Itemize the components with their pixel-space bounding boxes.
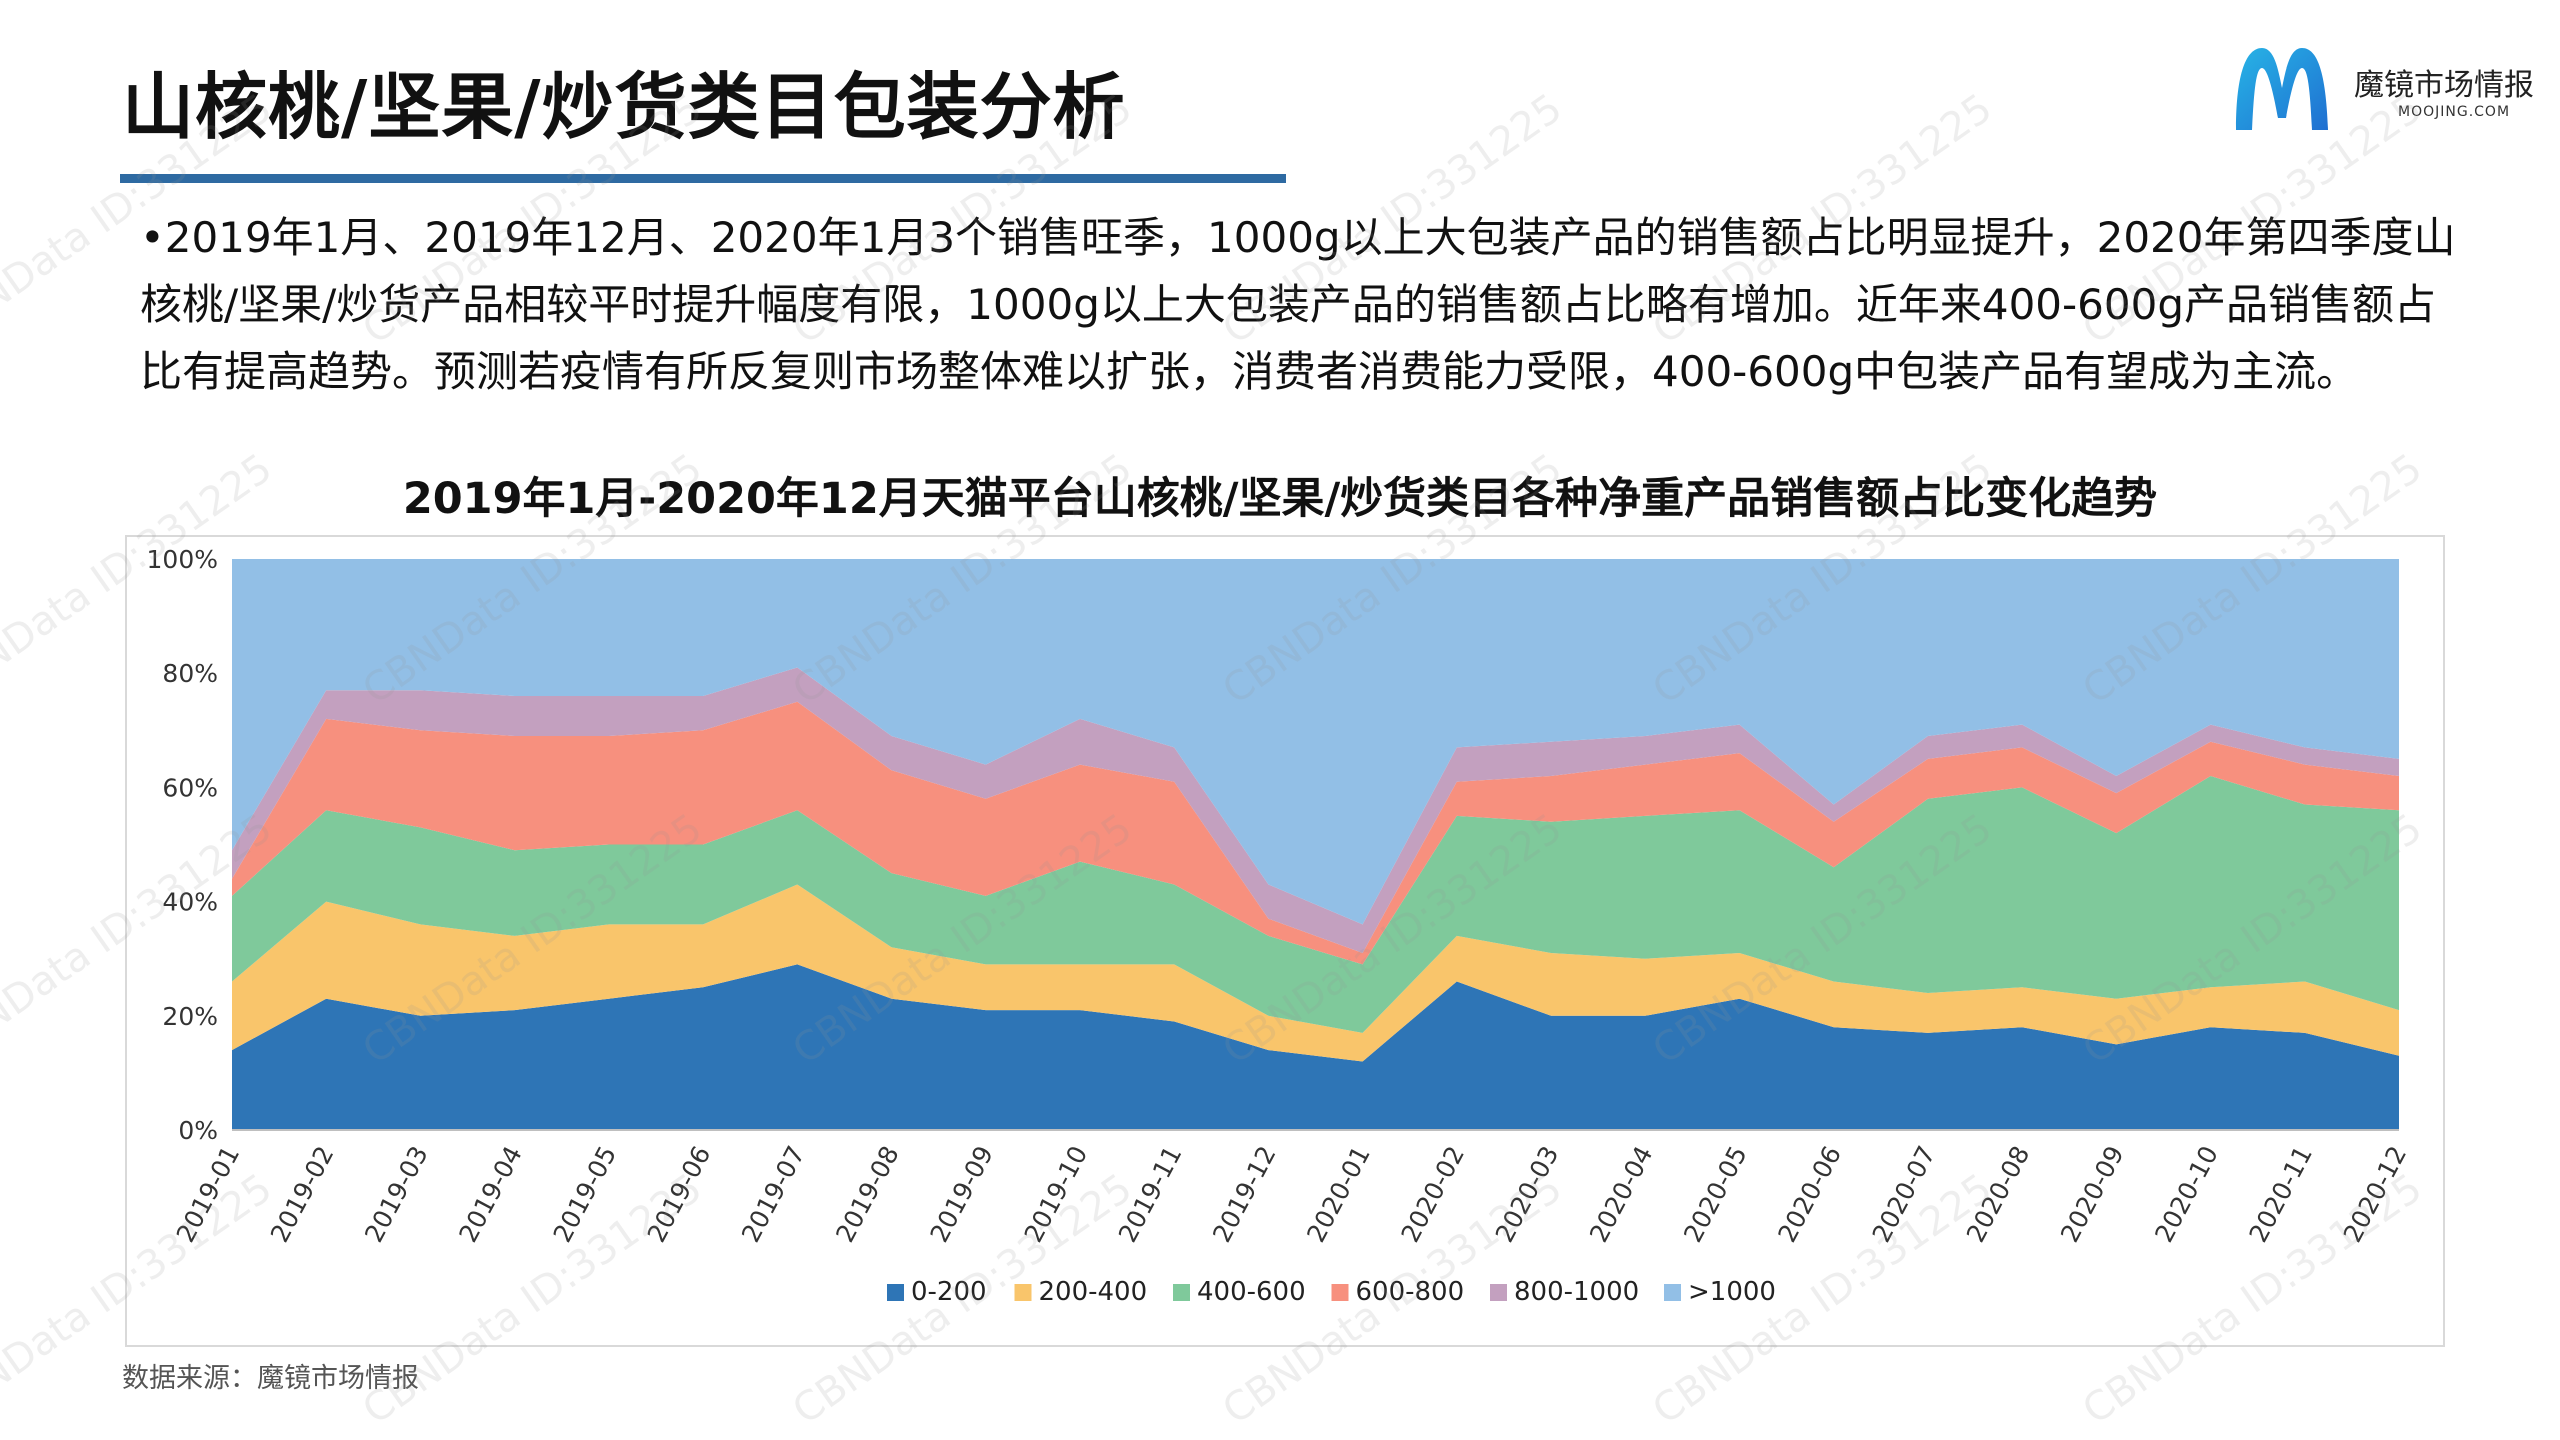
legend-label: 600-800 [1356, 1277, 1465, 1307]
data-source: 数据来源：魔镜市场情报 [122, 1363, 419, 1394]
y-tick-label: 80% [162, 659, 218, 688]
x-tick-label: 2020-05 [1678, 1141, 1753, 1247]
area-series-3 [232, 701, 2399, 965]
x-tick-label: 2020-12 [2338, 1141, 2413, 1247]
legend-swatch [1490, 1284, 1507, 1301]
legend-label: 400-600 [1197, 1277, 1306, 1307]
legend-swatch [1173, 1284, 1190, 1301]
area-series-5 [232, 559, 2399, 925]
legend-label: >1000 [1688, 1277, 1776, 1307]
x-tick-label: 2019-01 [171, 1141, 246, 1247]
area-series-0 [232, 964, 2399, 1130]
legend-label: 800-1000 [1514, 1277, 1639, 1307]
x-tick-label: 2019-05 [548, 1141, 623, 1247]
brand-name: 魔镜市场情报 [2354, 68, 2534, 103]
x-tick-label: 2020-01 [1301, 1141, 1376, 1247]
y-tick-label: 40% [162, 888, 218, 917]
x-tick-label: 2020-11 [2243, 1141, 2318, 1247]
x-tick-label: 2020-09 [2055, 1141, 2130, 1247]
brand-url: MOOJING.COM [2398, 104, 2511, 120]
chart-frame: 0% 20% 40% 60% 80% 100% 2019-01 2019-02 2019-03 2… [125, 535, 2445, 1347]
area-series-4 [232, 667, 2399, 953]
x-tick-label: 2020-03 [1490, 1141, 1565, 1247]
legend-swatch [887, 1284, 904, 1301]
legend-swatch [1331, 1284, 1349, 1301]
x-tick-label: 2020-08 [1961, 1141, 2036, 1247]
y-tick-label: 60% [162, 773, 218, 802]
x-tick-label: 2019-10 [1019, 1141, 1094, 1247]
x-tick-label: 2019-03 [359, 1141, 434, 1247]
title-underline [120, 174, 1286, 183]
legend-swatch [1664, 1284, 1681, 1301]
y-tick-label: 100% [147, 545, 218, 574]
x-tick-label: 2020-07 [1867, 1141, 1942, 1247]
x-tick-label: 2019-12 [1207, 1141, 1282, 1247]
page-title: 山核桃/坚果/炒货类目包装分析 [122, 65, 1126, 149]
chart-title: 2019年1月-2020年12月天猫平台山核桃/坚果/炒货类目各种净重产品销售额… [402, 474, 2158, 524]
x-tick-label: 2020-02 [1395, 1141, 1470, 1247]
stacked-area-chart: 0% 20% 40% 60% 80% 100% 2019-01 2019-02 2019-03 2… [147, 545, 2413, 1307]
x-tick-label: 2019-04 [453, 1141, 528, 1247]
area-series-2 [232, 776, 2399, 1033]
y-tick-label: 0% [178, 1116, 218, 1145]
summary-paragraph: •2019年1月、2019年12月、2020年1月3个销售旺季，1000g以上大… [140, 213, 2456, 396]
x-tick-label: 2019-07 [736, 1141, 811, 1247]
x-tick-label: 2019-02 [265, 1141, 340, 1247]
x-tick-label: 2020-06 [1772, 1141, 1847, 1247]
logo-m-icon [2236, 48, 2328, 130]
legend-label: 200-400 [1039, 1277, 1148, 1307]
brand-logo: 魔镜市场情报 MOOJING.COM [2222, 34, 2542, 144]
legend-label: 0-200 [911, 1277, 987, 1307]
x-tick-label: 2020-10 [2149, 1141, 2224, 1247]
legend-swatch [1014, 1284, 1032, 1301]
x-tick-label: 2019-06 [642, 1141, 717, 1247]
x-tick-label: 2020-04 [1584, 1141, 1659, 1247]
x-tick-label: 2019-11 [1113, 1141, 1188, 1247]
area-series-1 [232, 884, 2399, 1062]
x-tick-label: 2019-08 [830, 1141, 905, 1247]
x-tick-label: 2019-09 [924, 1141, 999, 1247]
y-tick-label: 20% [162, 1002, 218, 1031]
